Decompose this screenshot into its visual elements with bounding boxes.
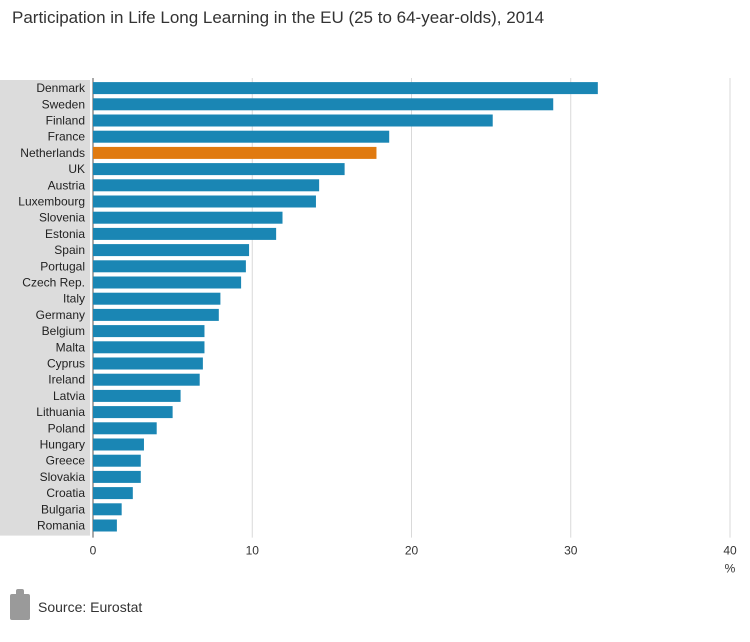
bar (93, 422, 157, 435)
bar (93, 373, 200, 386)
x-tick-label: 30 (564, 544, 578, 558)
bar (93, 487, 133, 500)
category-label: Netherlands (20, 146, 85, 160)
category-label: Slovakia (40, 470, 86, 484)
bar (93, 260, 246, 273)
bar (93, 82, 598, 95)
category-label: Greece (46, 454, 86, 468)
category-label: Bulgaria (41, 502, 85, 516)
category-label: Estonia (45, 227, 85, 241)
bar (93, 389, 181, 402)
category-label: Luxembourg (18, 195, 85, 209)
bar (93, 146, 377, 159)
bar (93, 227, 277, 240)
bar (93, 276, 242, 289)
category-label-background (0, 80, 90, 536)
bar (93, 308, 219, 321)
bar (93, 454, 141, 467)
category-label: Denmark (36, 81, 86, 95)
category-label: Czech Rep. (22, 276, 85, 290)
category-label: Belgium (42, 324, 85, 338)
source-note: Source: Eurostat (10, 589, 143, 622)
category-label: Spain (54, 243, 85, 257)
bar (93, 163, 345, 176)
bar (93, 292, 221, 305)
x-tick-label: 0 (90, 544, 97, 558)
category-label: Sweden (42, 97, 85, 111)
unit-label: % (725, 562, 736, 576)
bar (93, 470, 141, 483)
x-tick-label: 20 (405, 544, 419, 558)
category-label: Slovenia (39, 211, 85, 225)
category-label: UK (68, 162, 85, 176)
category-label: Finland (46, 114, 85, 128)
clipboard-icon (10, 589, 30, 620)
bar (93, 438, 144, 451)
x-tick-label: 10 (246, 544, 260, 558)
bar (93, 98, 554, 111)
bar (93, 406, 173, 419)
category-label: Portugal (40, 259, 85, 273)
category-label: Germany (36, 308, 85, 322)
category-label: Croatia (46, 486, 85, 500)
bar (93, 325, 205, 338)
bar (93, 244, 250, 257)
bar (93, 130, 390, 143)
bar (93, 114, 493, 127)
bar (93, 503, 122, 516)
chart-title: Participation in Life Long Learning in t… (12, 8, 545, 27)
category-label: Hungary (40, 438, 85, 452)
source-text: Source: Eurostat (38, 599, 143, 615)
x-tick-label: 40 (723, 544, 737, 558)
bar (93, 179, 320, 192)
category-label: Austria (48, 178, 86, 192)
bar (93, 341, 205, 354)
category-label: Ireland (48, 373, 85, 387)
category-label: Lithuania (36, 405, 85, 419)
category-label: Malta (56, 340, 86, 354)
bar (93, 211, 283, 224)
category-label: Romania (37, 519, 85, 533)
bar (93, 519, 117, 532)
bar (93, 357, 203, 370)
category-label: Latvia (53, 389, 85, 403)
category-label: Italy (63, 292, 85, 306)
bar (93, 195, 316, 208)
category-label: Poland (48, 421, 85, 435)
category-label: Cyprus (47, 357, 85, 371)
category-label: France (48, 130, 86, 144)
